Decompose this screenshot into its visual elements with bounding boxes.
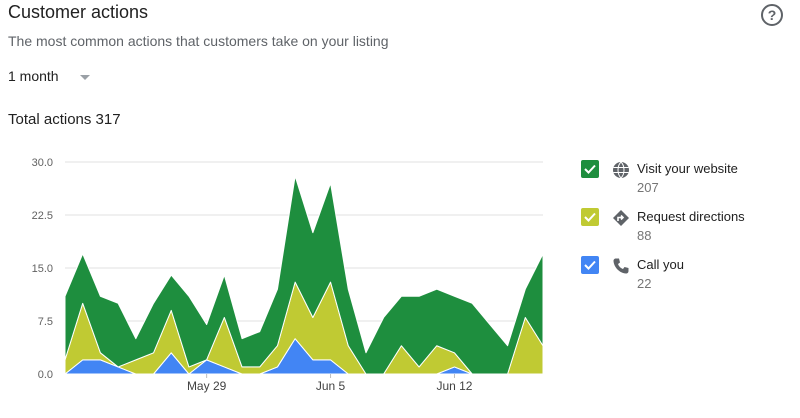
legend-count-website: 207 — [637, 180, 659, 195]
x-tick-label: Jun 5 — [316, 379, 346, 393]
page-subtitle: The most common actions that customers t… — [8, 33, 389, 49]
x-tick-label: Jun 12 — [436, 379, 472, 393]
y-tick-label: 7.5 — [38, 316, 53, 328]
y-tick-label: 22.5 — [32, 210, 53, 222]
check-icon — [581, 256, 599, 274]
legend-label-call: Call you — [637, 257, 684, 272]
legend-label-directions: Request directions — [637, 209, 745, 224]
x-tick-label: May 29 — [187, 379, 227, 393]
chart-legend: Visit your website 207 Request direction… — [581, 158, 791, 302]
legend-item-call: Call you 22 — [581, 254, 791, 302]
legend-count-directions: 88 — [637, 228, 651, 243]
y-tick-label: 15.0 — [32, 263, 53, 275]
y-tick-label: 0.0 — [38, 369, 53, 381]
check-icon — [581, 160, 599, 178]
help-icon[interactable]: ? — [761, 4, 783, 26]
customer-actions-chart: 0.0 7.5 15.0 22.5 30.0 May 29 Jun 5 Jun 12 — [0, 140, 560, 402]
website-checkbox[interactable] — [581, 160, 599, 178]
directions-icon — [612, 209, 630, 227]
legend-label-website: Visit your website — [637, 161, 738, 176]
check-icon — [581, 208, 599, 226]
legend-item-directions: Request directions 88 — [581, 206, 791, 254]
date-range-dropdown[interactable]: 1 month — [8, 68, 90, 84]
legend-count-call: 22 — [637, 276, 651, 291]
legend-item-website: Visit your website 207 — [581, 158, 791, 206]
globe-icon — [612, 161, 630, 179]
call-checkbox[interactable] — [581, 256, 599, 274]
date-range-label: 1 month — [8, 68, 59, 84]
directions-checkbox[interactable] — [581, 208, 599, 226]
phone-icon — [612, 257, 630, 275]
y-tick-label: 30.0 — [32, 157, 53, 169]
page-title: Customer actions — [8, 2, 148, 23]
total-actions-label: Total actions 317 — [8, 111, 121, 128]
caret-down-icon — [80, 75, 90, 80]
